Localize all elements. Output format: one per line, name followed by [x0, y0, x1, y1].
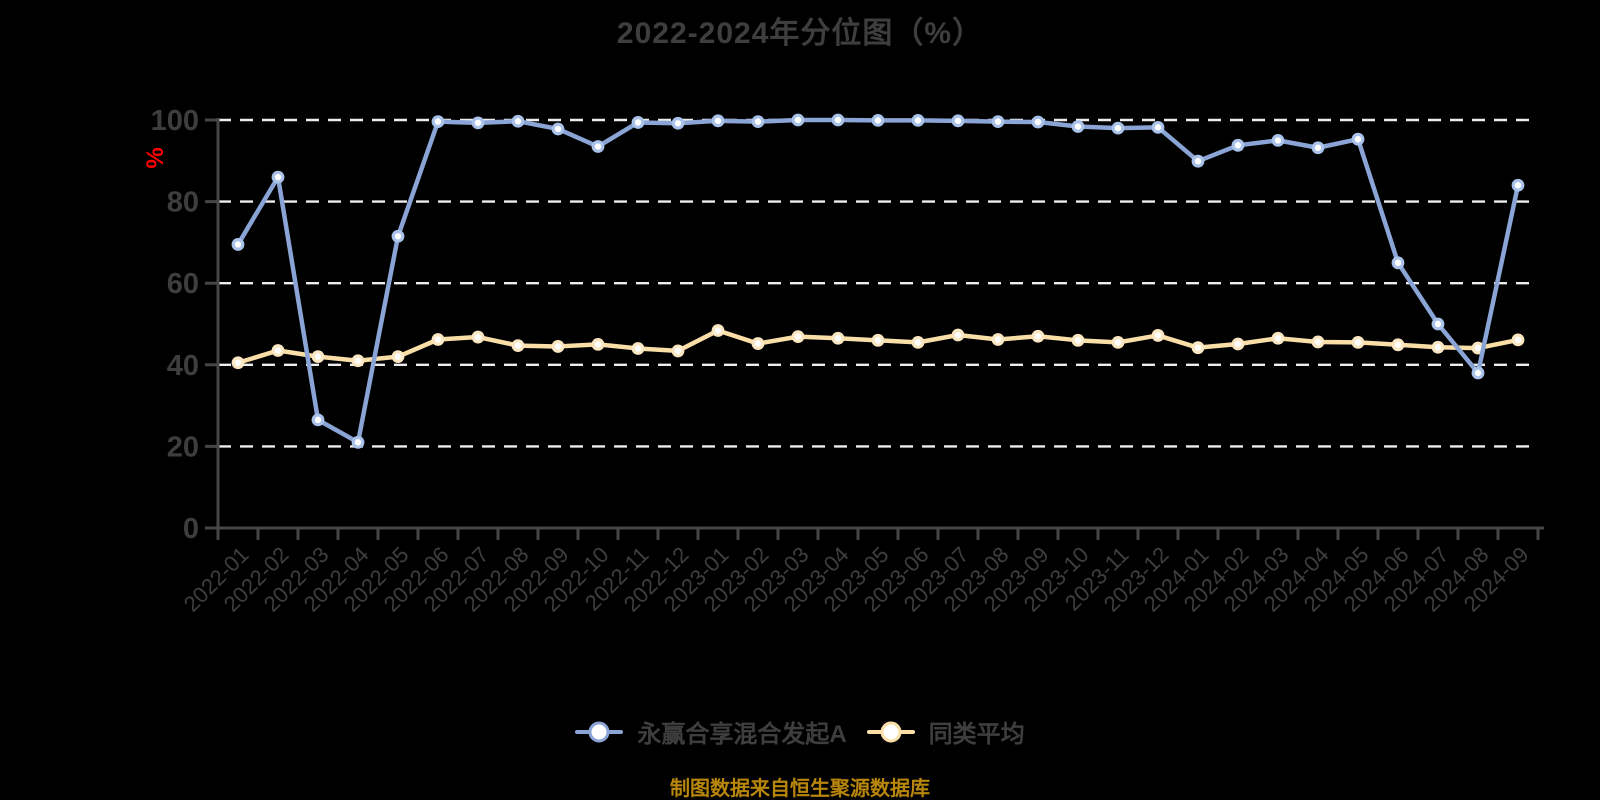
- data-point-peer-average[interactable]: [511, 339, 525, 353]
- fund-line-marker-icon: [575, 720, 624, 744]
- data-point-fund[interactable]: [551, 122, 565, 136]
- data-point-fund[interactable]: [911, 114, 925, 127]
- data-point-fund[interactable]: [1391, 256, 1405, 270]
- data-point-fund[interactable]: [631, 116, 645, 129]
- legend-item-peer-average[interactable]: 同类平均: [866, 714, 1025, 749]
- data-point-peer-average[interactable]: [831, 331, 845, 345]
- data-point-fund[interactable]: [1151, 120, 1165, 134]
- data-point-peer-average[interactable]: [991, 333, 1005, 346]
- data-point-peer-average[interactable]: [471, 330, 485, 344]
- data-point-fund[interactable]: [1271, 133, 1285, 147]
- data-point-peer-average[interactable]: [951, 328, 965, 342]
- y-axis-tick-label: 40: [167, 350, 199, 382]
- data-point-peer-average[interactable]: [271, 344, 285, 357]
- data-point-peer-average[interactable]: [1511, 333, 1525, 347]
- data-point-fund[interactable]: [311, 413, 325, 427]
- data-point-peer-average[interactable]: [791, 330, 805, 344]
- data-point-peer-average[interactable]: [1151, 329, 1165, 342]
- data-point-peer-average[interactable]: [1071, 333, 1085, 347]
- data-point-peer-average[interactable]: [231, 356, 245, 370]
- y-axis-tick-label: 20: [167, 431, 199, 463]
- data-point-fund[interactable]: [1231, 138, 1245, 152]
- data-point-fund[interactable]: [1471, 366, 1485, 380]
- data-point-fund[interactable]: [991, 115, 1005, 129]
- data-point-fund[interactable]: [1511, 178, 1525, 192]
- data-point-fund[interactable]: [511, 114, 525, 128]
- y-axis-tick-label: 60: [167, 268, 199, 300]
- data-point-peer-average[interactable]: [1031, 329, 1045, 343]
- data-point-fund[interactable]: [751, 115, 765, 129]
- data-point-peer-average[interactable]: [1351, 335, 1365, 349]
- data-point-fund[interactable]: [871, 114, 885, 127]
- data-point-peer-average[interactable]: [351, 354, 365, 368]
- data-point-fund[interactable]: [231, 238, 245, 251]
- data-point-peer-average[interactable]: [1191, 341, 1205, 355]
- data-point-peer-average[interactable]: [551, 340, 565, 353]
- data-point-fund[interactable]: [1111, 121, 1125, 135]
- data-point-peer-average[interactable]: [711, 324, 725, 337]
- data-source-note: 制图数据来自恒生聚源数据库: [670, 778, 930, 800]
- data-point-peer-average[interactable]: [1431, 340, 1445, 354]
- data-point-fund[interactable]: [591, 140, 605, 153]
- chart-title: 2022-2024年分位图（%）: [616, 17, 984, 50]
- data-point-fund[interactable]: [1191, 154, 1205, 168]
- data-point-fund[interactable]: [791, 113, 805, 127]
- y-axis-tick-label: 80: [167, 187, 199, 219]
- data-point-fund[interactable]: [391, 229, 405, 243]
- data-point-peer-average[interactable]: [1111, 335, 1125, 349]
- data-point-fund[interactable]: [431, 115, 445, 129]
- series-line-fund[interactable]: [235, 117, 1521, 445]
- data-point-peer-average[interactable]: [1231, 337, 1245, 351]
- legend-item-fund[interactable]: 永赢合享混合发起A: [575, 714, 847, 749]
- data-point-peer-average[interactable]: [751, 337, 765, 350]
- data-point-fund[interactable]: [671, 116, 685, 130]
- data-point-fund[interactable]: [831, 113, 845, 127]
- data-point-fund[interactable]: [1031, 115, 1045, 129]
- data-point-fund[interactable]: [1311, 141, 1325, 155]
- data-point-peer-average[interactable]: [431, 333, 445, 346]
- data-point-fund[interactable]: [711, 114, 725, 128]
- data-point-peer-average[interactable]: [631, 342, 645, 355]
- data-point-peer-average[interactable]: [871, 333, 885, 347]
- data-point-peer-average[interactable]: [1311, 335, 1325, 349]
- average-line-marker-icon: [866, 720, 915, 744]
- data-point-fund[interactable]: [1071, 120, 1085, 133]
- data-point-peer-average[interactable]: [591, 338, 605, 351]
- legend-label-peer-average: 同类平均: [928, 721, 1025, 748]
- data-point-peer-average[interactable]: [391, 350, 405, 364]
- data-point-peer-average[interactable]: [671, 344, 685, 358]
- data-point-peer-average[interactable]: [311, 350, 325, 364]
- data-point-fund[interactable]: [351, 435, 365, 449]
- data-point-peer-average[interactable]: [1271, 331, 1285, 345]
- data-point-fund[interactable]: [271, 170, 285, 184]
- data-point-fund[interactable]: [1431, 317, 1445, 331]
- legend: 永赢合享混合发起A 同类平均: [0, 714, 1600, 749]
- legend-label-fund: 永赢合享混合发起A: [637, 721, 847, 748]
- y-axis-tick-label: 100: [151, 105, 199, 137]
- y-axis-tick-label: 0: [183, 513, 199, 545]
- data-point-peer-average[interactable]: [911, 335, 925, 349]
- data-point-peer-average[interactable]: [1391, 338, 1405, 352]
- data-point-fund[interactable]: [951, 114, 965, 128]
- data-point-fund[interactable]: [471, 116, 485, 130]
- data-point-fund[interactable]: [1351, 132, 1365, 146]
